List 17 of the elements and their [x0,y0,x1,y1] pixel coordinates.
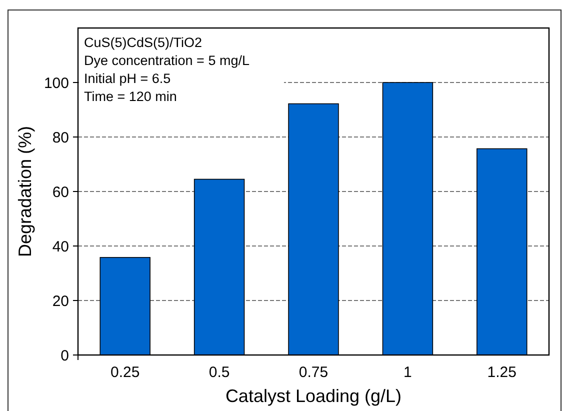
y-axis-title: Degradation (%) [15,126,35,258]
y-tick-label: 60 [52,184,69,201]
x-tick-label: 1.25 [487,364,516,381]
y-tick-label: 20 [52,292,69,310]
x-tick-label: 1 [404,364,412,381]
annotation: Time = 120 min [84,89,177,104]
y-tick-label: 40 [52,238,69,256]
y-tick-label: 0 [60,347,69,364]
x-axis-title: Catalyst Loading (g/L) [225,386,402,406]
y-tick-label: 80 [52,129,69,146]
x-tick-label: 0.25 [110,364,140,381]
annotation: Initial pH = 6.5 [84,71,171,86]
x-tick-label: 0.75 [298,364,328,381]
annotation: Dye concentration = 5 mg/L [84,53,250,68]
x-tick-label: 0.5 [208,364,230,381]
y-tick-label: 100 [44,74,69,92]
annotation: CuS(5)CdS(5)/TiO2 [84,35,202,50]
